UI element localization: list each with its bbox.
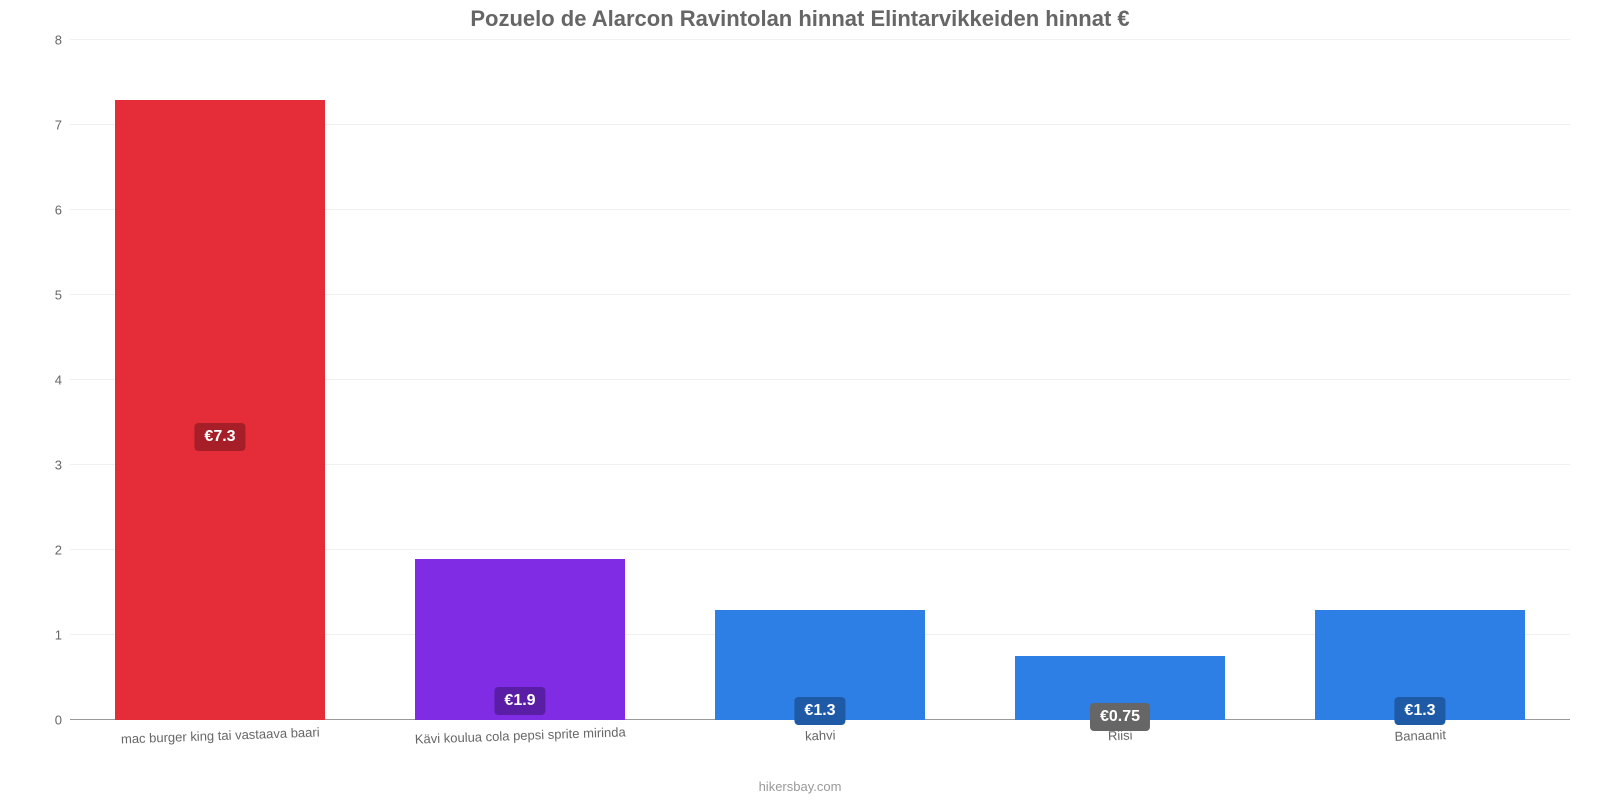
y-tick-label: 8: [32, 33, 62, 48]
bar: €1.3: [715, 610, 925, 721]
bar: €7.3: [115, 100, 325, 721]
y-tick-label: 4: [32, 373, 62, 388]
x-axis-label: kahvi: [805, 727, 836, 743]
chart-title: Pozuelo de Alarcon Ravintolan hinnat Eli…: [0, 6, 1600, 32]
value-badge: €1.3: [794, 697, 845, 725]
x-axis-label: mac burger king tai vastaava baari: [121, 725, 320, 747]
x-axis-label: Kävi koulua cola pepsi sprite mirinda: [415, 724, 626, 746]
bar: €1.9: [415, 559, 625, 721]
bar: €1.3: [1315, 610, 1525, 721]
attribution: hikersbay.com: [0, 779, 1600, 794]
x-axis-label: Banaanit: [1394, 727, 1446, 744]
x-axis-label: Riisi: [1108, 728, 1133, 744]
grid-line: [70, 39, 1570, 40]
y-tick-label: 3: [32, 458, 62, 473]
y-tick-label: 6: [32, 203, 62, 218]
y-tick-label: 1: [32, 628, 62, 643]
bar: €0.75: [1015, 656, 1225, 720]
value-badge: €0.75: [1090, 703, 1150, 731]
chart-container: Pozuelo de Alarcon Ravintolan hinnat Eli…: [0, 0, 1600, 800]
y-tick-label: 0: [32, 713, 62, 728]
value-badge: €1.9: [494, 687, 545, 715]
y-tick-label: 7: [32, 118, 62, 133]
plot-area: 012345678€7.3mac burger king tai vastaav…: [70, 40, 1570, 720]
y-tick-label: 2: [32, 543, 62, 558]
y-tick-label: 5: [32, 288, 62, 303]
value-badge: €1.3: [1394, 697, 1445, 725]
value-badge: €7.3: [194, 423, 245, 451]
